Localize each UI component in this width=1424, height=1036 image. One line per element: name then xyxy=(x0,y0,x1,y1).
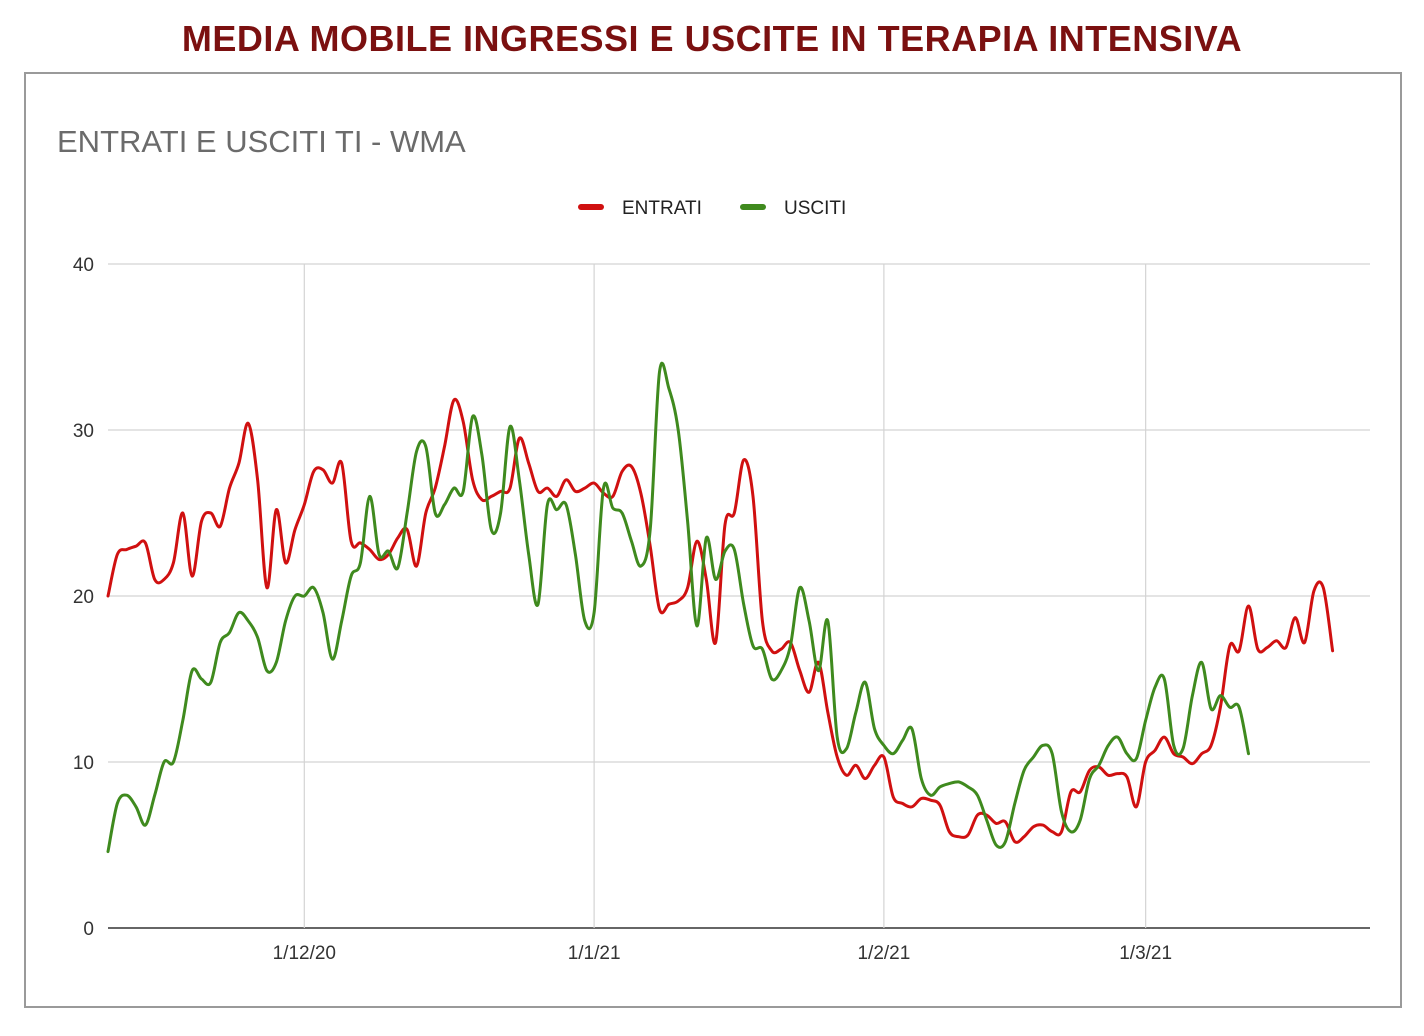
legend-swatch-entrati xyxy=(578,204,604,210)
page-title: MEDIA MOBILE INGRESSI E USCITE IN TERAPI… xyxy=(181,18,1243,59)
x-tick-label: 1/12/20 xyxy=(273,943,336,964)
legend: ENTRATI USCITI xyxy=(578,198,846,219)
series-lines xyxy=(106,361,1335,854)
chart-title: ENTRATI E USCITI TI - WMA xyxy=(57,124,466,159)
x-tick-label: 1/2/21 xyxy=(857,943,910,964)
chart-frame xyxy=(24,72,1402,1008)
legend-label-usciti: USCITI xyxy=(784,198,846,219)
y-tick-label: 30 xyxy=(73,421,94,442)
y-tick-label: 20 xyxy=(73,587,94,608)
y-tick-label: 40 xyxy=(73,255,94,276)
y-tick-label: 0 xyxy=(83,919,94,940)
x-axis: 1/12/20 1/1/21 1/2/21 1/3/21 xyxy=(273,943,1172,964)
x-tick-label: 1/1/21 xyxy=(568,943,621,964)
legend-label-entrati: ENTRATI xyxy=(622,198,702,219)
x-tick-label: 1/3/21 xyxy=(1119,943,1172,964)
y-axis: 0 10 20 30 40 xyxy=(73,255,94,940)
legend-swatch-usciti xyxy=(740,204,766,210)
y-tick-label: 10 xyxy=(73,753,94,774)
series-line-usciti xyxy=(106,361,1250,854)
series-line-entrati xyxy=(106,397,1335,844)
